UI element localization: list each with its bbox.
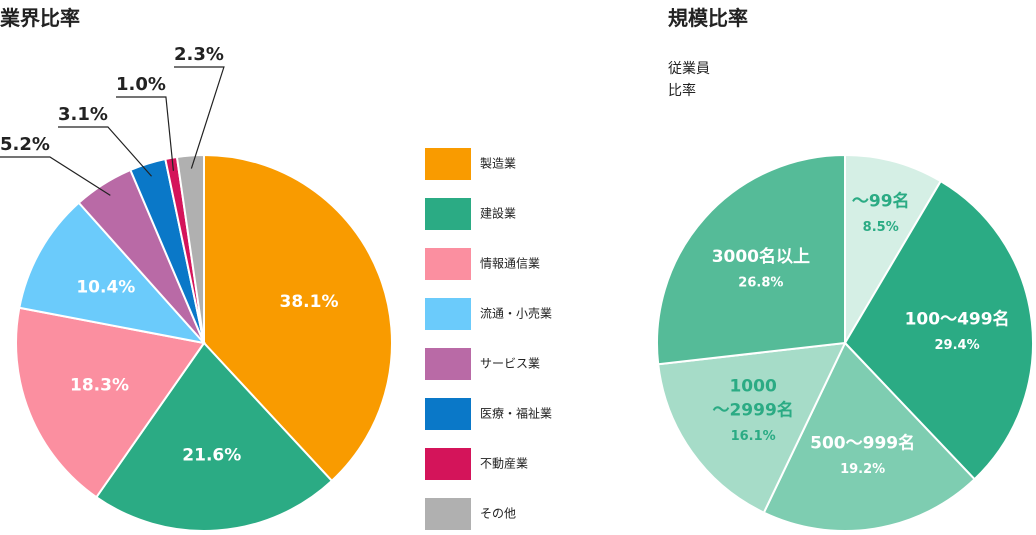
category-label: 100〜499名: [905, 308, 1010, 329]
leader-line: [116, 96, 174, 171]
data-label: 29.4%: [935, 338, 980, 353]
category-label: 1000 〜2999名: [712, 376, 793, 420]
legend-swatch: [425, 498, 471, 530]
data-label: 8.5%: [863, 220, 899, 235]
data-label: 18.3%: [70, 376, 129, 396]
pie-slice: [15, 306, 206, 499]
data-label: 1.0%: [116, 74, 166, 95]
legend-label: 医療・福祉業: [480, 406, 552, 421]
data-label: 10.4%: [76, 277, 135, 297]
category-label: 3000名以上: [712, 246, 810, 267]
legend-swatch: [425, 198, 471, 230]
legend-label: 製造業: [480, 157, 516, 171]
legend-label: 情報通信業: [480, 257, 540, 271]
data-label: 16.1%: [731, 429, 776, 444]
legend-swatch: [425, 248, 471, 280]
data-label: 21.6%: [182, 446, 241, 466]
data-label: 5.2%: [0, 134, 50, 155]
data-label: 19.2%: [840, 462, 885, 477]
pie-slice: [203, 153, 393, 483]
pie-slice: [762, 341, 976, 532]
chart-title: 業界比率: [0, 6, 80, 30]
data-label: 26.8%: [738, 275, 783, 290]
pie-slice: [175, 153, 205, 344]
chart-subtitle: 従業員 比率: [668, 61, 710, 99]
pie-slice: [18, 201, 207, 345]
data-label: 3.1%: [58, 104, 108, 125]
legend-swatch: [425, 298, 471, 330]
category-label: 500〜999名: [810, 432, 915, 453]
category-line: 1000: [729, 376, 776, 396]
pie-slice: [844, 153, 943, 347]
legend-label: 流通・小売業: [480, 306, 552, 321]
legend-label: サービス業: [480, 357, 540, 371]
data-label: 38.1%: [280, 292, 339, 312]
pie-slice: [656, 153, 846, 366]
pie-slice: [843, 179, 1034, 481]
pie-slice: [94, 341, 334, 532]
data-label: 2.3%: [174, 44, 224, 65]
legend-label: 不動産業: [480, 456, 528, 471]
category-label: 〜99名: [852, 190, 910, 211]
legend-label: その他: [480, 507, 516, 521]
legend-swatch: [425, 398, 471, 430]
chart-title: 規模比率: [668, 6, 748, 30]
pie-slice: [657, 341, 847, 514]
leader-line: [58, 126, 152, 177]
leader-line: [0, 156, 111, 196]
leader-line: [174, 66, 225, 169]
legend-swatch: [425, 148, 471, 180]
category-line: 〜2999名: [712, 399, 793, 420]
legend-swatch: [425, 448, 471, 480]
legend-swatch: [425, 348, 471, 380]
legend-label: 建設業: [480, 206, 516, 221]
